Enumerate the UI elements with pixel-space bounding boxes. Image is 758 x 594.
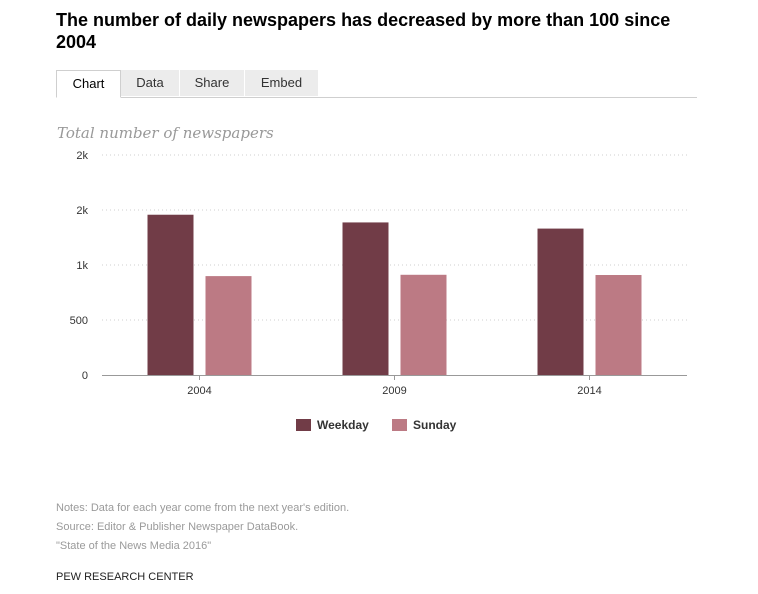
tab-bar: Chart Data Share Embed bbox=[56, 70, 697, 98]
bar-weekday-2009 bbox=[342, 222, 389, 375]
x-tick-label: 2014 bbox=[577, 385, 601, 397]
x-tick-label: 2009 bbox=[382, 385, 406, 397]
tab-chart[interactable]: Chart bbox=[56, 70, 121, 98]
bar-weekday-2004 bbox=[147, 214, 194, 375]
legend-item-weekday: Weekday bbox=[296, 418, 369, 432]
bar-sunday-2004 bbox=[205, 276, 252, 375]
chart-title: The number of daily newspapers has decre… bbox=[56, 10, 671, 52]
y-tick-label: 2k bbox=[76, 150, 88, 162]
source-line: Source: Editor & Publisher Newspaper Dat… bbox=[56, 521, 299, 533]
bar-sunday-2009 bbox=[400, 274, 447, 375]
bar-sunday-2014 bbox=[595, 275, 642, 375]
report-line: "State of the News Media 2016" bbox=[56, 540, 212, 552]
legend-swatch-weekday bbox=[296, 419, 311, 431]
legend-swatch-sunday bbox=[392, 419, 407, 431]
legend-label-sunday: Sunday bbox=[413, 418, 457, 432]
y-tick-label: 1k bbox=[76, 260, 88, 272]
x-tick-label: 2004 bbox=[187, 385, 211, 397]
notes: Notes: Data for each year come from the … bbox=[56, 499, 349, 556]
chart-subtitle: Total number of newspapers bbox=[57, 124, 274, 142]
legend: Weekday Sunday bbox=[0, 418, 758, 434]
y-tick-label: 500 bbox=[70, 315, 88, 327]
y-tick-label: 2k bbox=[76, 205, 88, 217]
y-tick-label: 0 bbox=[82, 370, 88, 382]
bar-weekday-2014 bbox=[537, 228, 584, 375]
legend-item-sunday: Sunday bbox=[392, 418, 456, 432]
tab-data[interactable]: Data bbox=[121, 70, 179, 96]
tab-embed[interactable]: Embed bbox=[245, 70, 318, 96]
legend-label-weekday: Weekday bbox=[317, 418, 369, 432]
bar-chart: 0 500 1k 2k 2k 2004 2009 2014 bbox=[70, 150, 687, 397]
notes-line: Notes: Data for each year come from the … bbox=[56, 502, 350, 514]
credit: PEW RESEARCH CENTER bbox=[56, 571, 194, 583]
tab-share[interactable]: Share bbox=[180, 70, 244, 96]
